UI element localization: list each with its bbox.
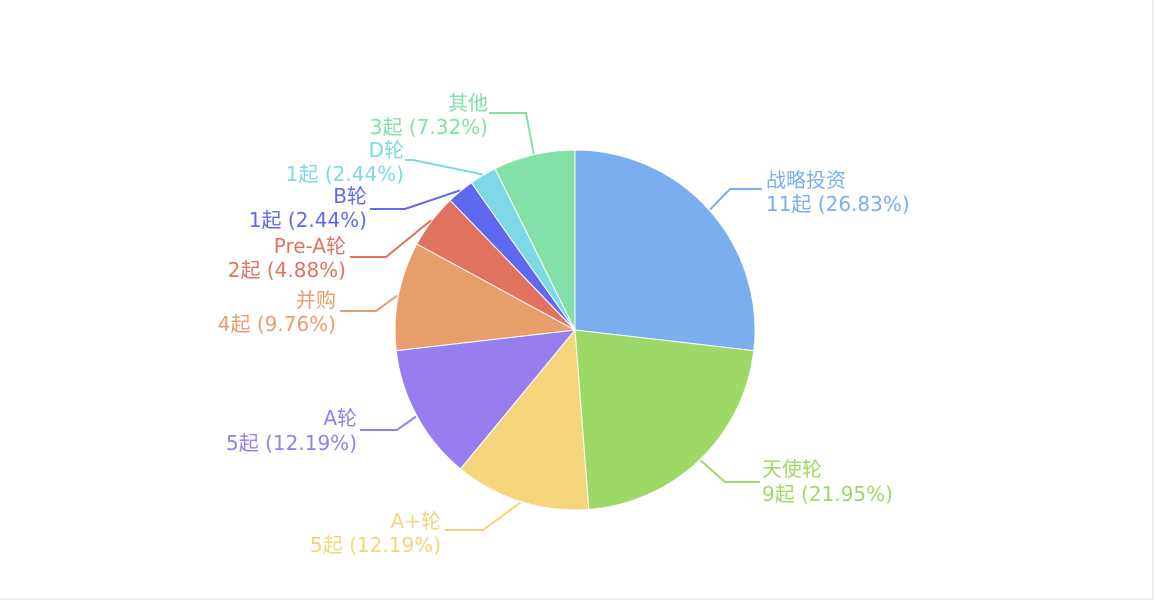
pie-slice[interactable]: [459, 328, 590, 511]
slice-label: 天使轮 9起 (21.95%): [762, 457, 893, 506]
slice-label: 战略投资 11起 (26.83%): [766, 168, 910, 216]
leader-line: [699, 459, 760, 483]
slice-label: 其他 3起 (7.32%): [370, 91, 488, 139]
slice-name: A轮: [323, 406, 357, 430]
slice-label: D轮 1起 (2.44%): [286, 138, 404, 186]
slice-name: 其他: [448, 91, 488, 115]
leader-line: [489, 112, 535, 154]
pie-slice[interactable]: [394, 243, 577, 352]
slice-name: B轮: [333, 184, 367, 208]
slice-value: 9起 (21.95%): [762, 482, 893, 506]
slice-value: 3起 (7.32%): [370, 115, 488, 139]
slice-name: 并购: [296, 288, 336, 312]
slice-name: D轮: [369, 138, 404, 162]
slice-label: A轮 5起 (12.19%): [226, 406, 357, 455]
slice-value: 1起 (2.44%): [249, 208, 367, 232]
pie-slice[interactable]: [494, 149, 576, 331]
slice-name: A+轮: [391, 509, 441, 533]
slice-value: 1起 (2.44%): [286, 162, 404, 186]
leader-line: [405, 159, 483, 176]
pie-slice[interactable]: [395, 329, 577, 470]
slice-name: 战略投资: [766, 168, 846, 192]
leader-line: [709, 188, 762, 211]
slice-value: 11起 (26.83%): [766, 192, 910, 216]
slice-value: 4起 (9.76%): [218, 312, 336, 336]
leader-line: [360, 415, 417, 431]
slice-name: Pre-A轮: [274, 234, 346, 258]
leader-line: [350, 219, 432, 258]
slice-label: A+轮 5起 (12.19%): [310, 509, 441, 557]
slice-name: 天使轮: [762, 457, 822, 481]
leader-line: [445, 501, 521, 531]
pie-slice[interactable]: [574, 149, 756, 352]
slice-label: 并购 4起 (9.76%): [218, 288, 336, 336]
leader-line: [370, 189, 461, 210]
slice-value: 5起 (12.19%): [226, 431, 357, 455]
slice-label: B轮 1起 (2.44%): [249, 184, 367, 232]
slice-value: 2起 (4.88%): [228, 258, 346, 282]
slice-value: 5起 (12.19%): [310, 533, 441, 557]
slice-label: Pre-A轮 2起 (4.88%): [228, 234, 346, 282]
pie-slice[interactable]: [574, 329, 755, 511]
leader-line: [340, 294, 398, 312]
